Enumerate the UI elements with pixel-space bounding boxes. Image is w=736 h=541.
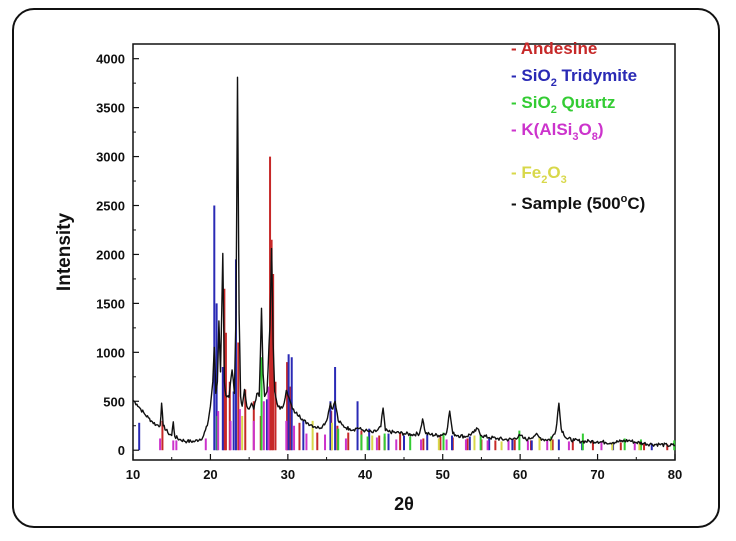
x-tick-label: 20: [203, 467, 217, 482]
legend-entry: - K(AlSi3O8): [511, 120, 604, 143]
sample-line: [132, 76, 676, 448]
xrd-chart: 10 20 30 40 50 60 70 80 0 500 1000 1500 2000 2500 3000…: [54, 39, 682, 514]
x-tick-label: 70: [590, 467, 604, 482]
y-tick-label: 0: [118, 443, 125, 458]
sample-pattern: [132, 76, 676, 448]
y-tick-label: 500: [103, 394, 125, 409]
x-tick-label: 50: [435, 467, 449, 482]
x-tick-label: 80: [668, 467, 682, 482]
x-tick-label: 30: [281, 467, 295, 482]
legend-entry: - Fe2O3: [511, 163, 567, 186]
x-tick-label: 40: [358, 467, 372, 482]
y-axis-label: Intensity: [54, 213, 75, 292]
legend: - Andesine - SiO2 Tridymite - SiO2 Quartz -…: [511, 39, 645, 213]
y-tick-label: 2000: [96, 247, 125, 262]
y-tick-label: 1000: [96, 345, 125, 360]
legend-entry: - SiO2 Quartz: [511, 93, 615, 116]
figure-frame: 10 20 30 40 50 60 70 80 0 500 1000 1500 2000 2500 3000…: [12, 8, 720, 528]
y-tick-label: 1500: [96, 296, 125, 311]
y-tick-label: 4000: [96, 52, 125, 67]
y-tick-label: 3500: [96, 101, 125, 116]
y-tick-label: 2500: [96, 199, 125, 214]
legend-entry: - SiO2 Tridymite: [511, 66, 637, 89]
x-axis-label: 2θ: [394, 494, 414, 514]
y-tick-label: 3000: [96, 150, 125, 165]
x-tick-label: 10: [126, 467, 140, 482]
legend-entry: - Sample (500oC): [511, 193, 645, 213]
legend-entry: - Andesine: [511, 39, 597, 58]
axes: 10 20 30 40 50 60 70 80 0 500 1000 1500 2000 2500 3000…: [96, 52, 682, 482]
x-tick-label: 60: [513, 467, 527, 482]
